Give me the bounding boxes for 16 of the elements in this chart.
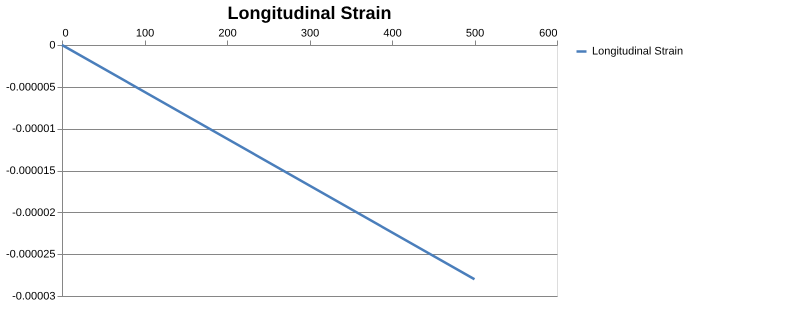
x-tick-label: 600 (539, 28, 558, 40)
x-tick-label: 0 (62, 28, 69, 40)
x-tick-label: 500 (466, 28, 484, 40)
legend-label: Longitudinal Strain (592, 46, 684, 58)
y-tick-label: -0.00003 (12, 290, 56, 302)
y-tick-label: -0.000015 (6, 165, 56, 177)
x-tick-label: 200 (218, 28, 237, 40)
x-tick-label: 100 (136, 28, 154, 40)
x-tick-label: 400 (383, 28, 402, 40)
y-tick-label: -0.00002 (12, 206, 56, 219)
y-tick-label: 0 (49, 40, 56, 52)
x-tick-label: 300 (300, 28, 320, 40)
y-tick-label: -0.00001 (12, 123, 56, 136)
y-tick-label: -0.000025 (6, 248, 56, 261)
chart-title: Longitudinal Strain (228, 3, 392, 23)
y-tick-label: -0.000005 (6, 81, 56, 94)
